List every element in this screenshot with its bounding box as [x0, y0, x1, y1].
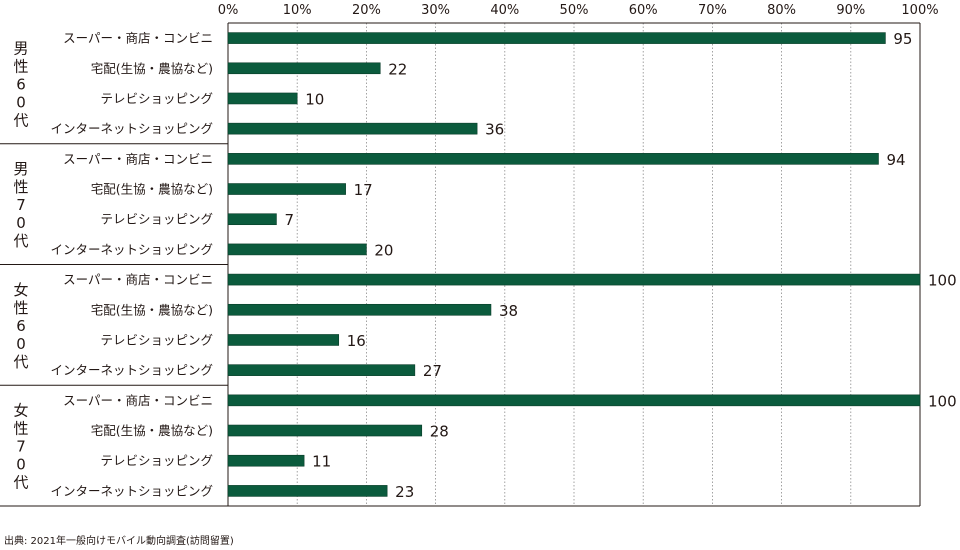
category-label: インターネットショッピング [50, 121, 213, 136]
x-tick-label: 20% [352, 3, 381, 18]
group-label-char: 女 [13, 281, 28, 299]
category-label: 宅配(生協・農協など) [91, 302, 213, 317]
group-label-char: 0 [16, 335, 26, 353]
group-label-char: 0 [16, 214, 26, 232]
group-label-char: 7 [16, 196, 26, 214]
group-label-char: 代 [13, 353, 28, 371]
data-label: 7 [284, 211, 294, 229]
bar [227, 32, 886, 44]
category-label: インターネットショッピング [50, 483, 213, 498]
x-tick-label: 10% [283, 3, 312, 18]
group-label-char: 性 [13, 57, 28, 75]
data-label: 95 [893, 30, 912, 48]
bar [227, 243, 367, 256]
group-label-char: 代 [13, 474, 28, 492]
bar [227, 334, 340, 346]
data-label: 100 [928, 272, 957, 290]
category-label: 宅配(生協・農協など) [91, 423, 213, 438]
category-label: テレビショッピング [100, 91, 213, 106]
category-label: スーパー・商店・コンビニ [63, 272, 213, 287]
bar [227, 153, 879, 165]
bar [227, 92, 298, 105]
bar [227, 303, 492, 316]
data-label: 11 [312, 453, 331, 471]
data-label: 100 [928, 392, 957, 410]
data-label: 20 [374, 241, 393, 259]
bar [227, 183, 346, 195]
data-label: 36 [485, 121, 504, 139]
bar [227, 122, 478, 135]
data-label: 16 [347, 332, 366, 350]
x-tick-label: 50% [560, 3, 589, 18]
group-label-char: 代 [13, 232, 28, 250]
group-label-char: 性 [13, 299, 28, 317]
bar [227, 394, 921, 407]
category-label: インターネットショッピング [50, 363, 213, 378]
x-tick-label: 90% [836, 3, 865, 18]
category-label: 宅配(生協・農協など) [91, 61, 213, 76]
bar [227, 62, 381, 75]
bar [227, 424, 423, 437]
group-label-char: 6 [16, 317, 26, 335]
data-label: 17 [354, 181, 373, 199]
x-tick-label: 80% [767, 3, 796, 18]
x-tick-label: 100% [901, 3, 938, 18]
data-label: 94 [886, 151, 905, 169]
group-label-char: 代 [13, 111, 28, 129]
category-label: インターネットショッピング [50, 242, 213, 257]
group-label-char: 女 [13, 402, 28, 420]
bar [227, 485, 388, 497]
group-label-char: 性 [13, 420, 28, 438]
group-label-char: 男 [13, 160, 28, 178]
bar [227, 454, 305, 467]
category-label: 宅配(生協・農協など) [91, 182, 213, 197]
data-label: 38 [499, 302, 518, 320]
category-label: テレビショッピング [100, 332, 213, 347]
x-tick-label: 0% [218, 3, 239, 18]
source-note: 出典: 2021年一般向けモバイル動向調査(訪問留置) [4, 536, 234, 547]
category-label: テレビショッピング [100, 453, 213, 468]
group-label-char: 7 [16, 438, 26, 456]
data-label: 22 [388, 60, 407, 78]
bar [227, 213, 277, 226]
group-label-char: 性 [13, 178, 28, 196]
bar [227, 273, 921, 286]
category-label: スーパー・商店・コンビニ [63, 151, 213, 166]
group-label-char: 6 [16, 75, 26, 93]
category-label: テレビショッピング [100, 212, 213, 227]
x-tick-label: 30% [421, 3, 450, 18]
group-label-char: 0 [16, 93, 26, 111]
x-tick-label: 70% [698, 3, 727, 18]
data-label: 28 [430, 423, 449, 441]
data-label: 27 [423, 362, 442, 380]
group-label-char: 男 [13, 39, 28, 57]
data-label: 23 [395, 483, 414, 501]
category-label: スーパー・商店・コンビニ [63, 31, 213, 46]
bar [227, 364, 416, 376]
group-label-char: 0 [16, 456, 26, 474]
x-tick-label: 60% [629, 3, 658, 18]
category-label: スーパー・商店・コンビニ [63, 393, 213, 408]
data-label: 10 [305, 90, 324, 108]
x-tick-label: 40% [490, 3, 519, 18]
